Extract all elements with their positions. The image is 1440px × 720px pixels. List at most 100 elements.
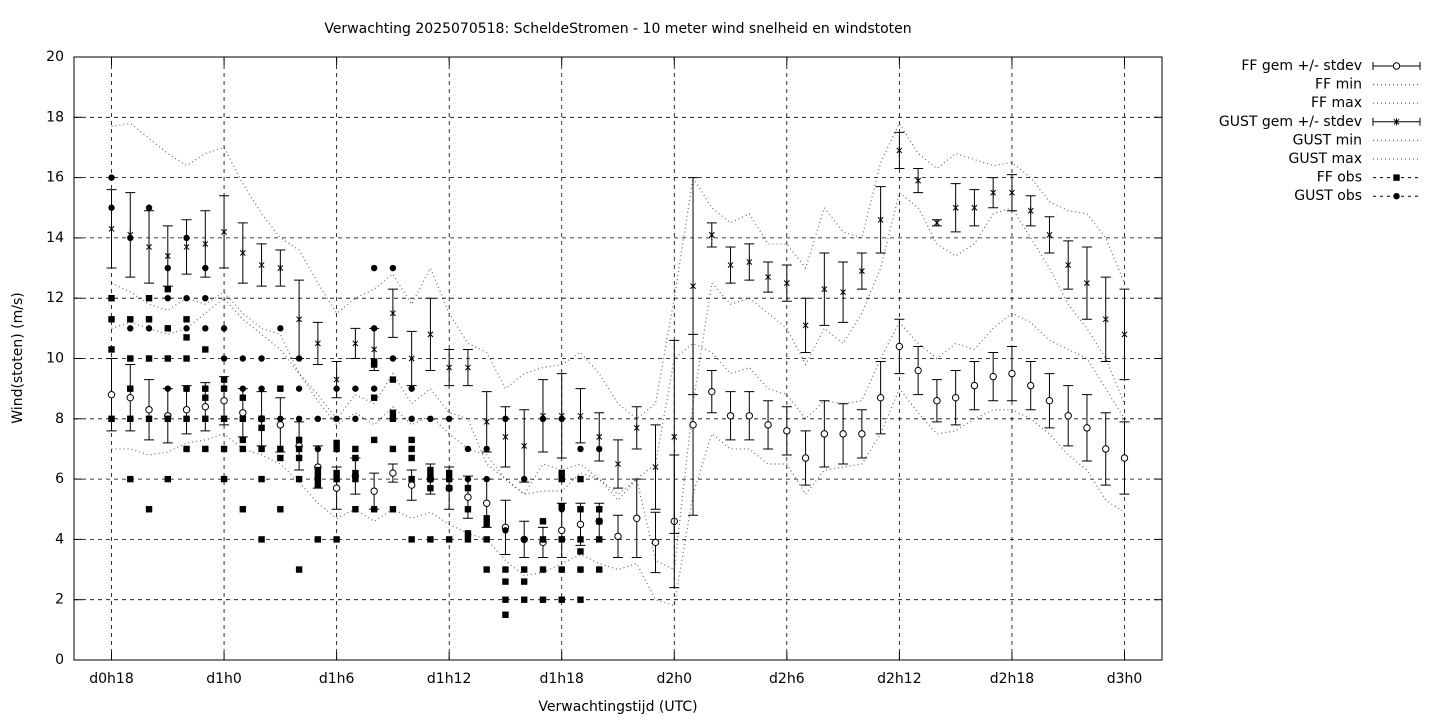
data-point xyxy=(615,460,621,468)
observation xyxy=(277,454,284,462)
data-point xyxy=(802,321,809,329)
data-point xyxy=(107,390,116,399)
observation xyxy=(108,174,115,181)
data-point xyxy=(464,363,471,372)
observation xyxy=(239,394,247,401)
observation xyxy=(108,346,115,353)
observation xyxy=(389,415,397,422)
observation xyxy=(445,536,453,543)
observation xyxy=(370,394,378,401)
observation xyxy=(258,445,265,453)
observation xyxy=(183,355,190,362)
x-tick-label: d1h6 xyxy=(319,671,355,687)
data-point xyxy=(352,339,359,348)
observation xyxy=(183,385,190,392)
observation xyxy=(352,454,359,462)
data-point xyxy=(764,421,772,429)
observation xyxy=(183,415,190,422)
observation xyxy=(389,409,397,416)
observation xyxy=(464,475,472,483)
observation xyxy=(220,385,228,392)
observation xyxy=(521,566,528,573)
observation xyxy=(314,445,322,453)
data-point xyxy=(858,430,866,438)
observation xyxy=(127,234,134,242)
observation xyxy=(277,325,284,332)
data-point xyxy=(690,282,696,290)
data-point xyxy=(1065,261,1072,269)
observation xyxy=(427,466,434,474)
observation xyxy=(220,415,228,422)
observation xyxy=(108,295,115,302)
observation xyxy=(295,385,303,392)
observation xyxy=(445,484,453,492)
observation xyxy=(521,475,528,483)
observation xyxy=(352,415,359,422)
data-point xyxy=(182,406,191,414)
y-tick-label: 12 xyxy=(46,290,64,306)
data-point xyxy=(202,240,209,248)
data-point xyxy=(108,225,115,233)
observation xyxy=(502,566,509,573)
observation xyxy=(164,355,171,362)
observation xyxy=(333,445,340,453)
observation xyxy=(183,445,190,453)
y-tick-label: 18 xyxy=(46,109,64,125)
data-point xyxy=(1102,315,1109,323)
data-point xyxy=(1008,189,1015,197)
observation xyxy=(427,475,434,483)
data-point xyxy=(183,243,190,251)
observation xyxy=(127,385,134,392)
data-point xyxy=(839,430,847,438)
data-point xyxy=(333,376,340,384)
data-point xyxy=(933,397,941,405)
observation xyxy=(333,469,340,477)
data-point xyxy=(389,309,396,317)
observation xyxy=(258,424,265,432)
data-point xyxy=(314,339,321,348)
data-point xyxy=(521,442,528,450)
observation xyxy=(502,596,509,603)
observation xyxy=(483,566,490,573)
observation xyxy=(277,445,284,453)
observation xyxy=(183,334,190,341)
observation xyxy=(183,325,190,332)
observation xyxy=(239,415,247,422)
observation xyxy=(483,521,490,528)
observation xyxy=(445,469,453,477)
observation xyxy=(577,536,584,543)
observation xyxy=(389,376,397,383)
observation xyxy=(145,415,153,422)
observation xyxy=(333,475,340,483)
y-tick-label: 2 xyxy=(55,592,64,608)
data-point xyxy=(801,454,810,462)
observation xyxy=(239,445,247,453)
data-point xyxy=(446,363,453,372)
data-point xyxy=(277,264,284,272)
data-point xyxy=(1102,445,1110,453)
observation xyxy=(408,454,415,462)
observation xyxy=(277,506,284,513)
observation xyxy=(258,475,265,483)
observation xyxy=(220,445,228,453)
observation xyxy=(202,264,209,272)
observation xyxy=(539,566,547,573)
observation xyxy=(389,506,397,513)
observation xyxy=(127,415,134,422)
data-point xyxy=(783,279,790,287)
observation xyxy=(408,536,415,543)
observation xyxy=(352,469,359,477)
y-tick-label: 0 xyxy=(55,652,64,668)
observation xyxy=(408,436,415,444)
observation xyxy=(521,596,528,603)
observation xyxy=(108,415,115,422)
legend-label: FF max xyxy=(1311,95,1362,111)
data-point xyxy=(370,487,378,495)
observation xyxy=(108,316,115,323)
data-point xyxy=(727,261,734,269)
y-tick-label: 6 xyxy=(55,471,64,487)
observation xyxy=(127,355,134,362)
observation xyxy=(558,566,565,573)
data-point xyxy=(220,397,228,405)
